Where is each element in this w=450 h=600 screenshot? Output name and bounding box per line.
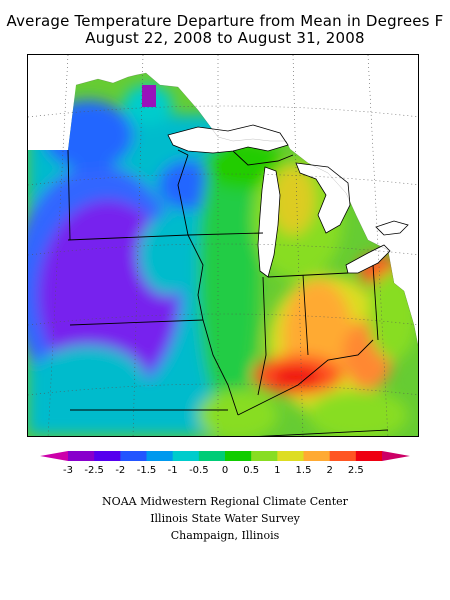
legend-under-arrow: [40, 451, 68, 461]
credit-location: Champaign, Illinois: [170, 529, 280, 542]
data-extent-outline: [75, 72, 418, 347]
map-title: Average Temperature Departure from Mean …: [6, 12, 444, 30]
legend-swatch: [94, 451, 121, 461]
legend-tick-label: 1: [274, 465, 280, 476]
legend-tick-label: -1.5: [137, 465, 157, 476]
legend-swatch: [172, 451, 200, 461]
legend-swatch: [277, 451, 304, 461]
legend-swatch: [146, 451, 174, 461]
legend-tick-label: -2.5: [84, 465, 104, 476]
legend-swatch: [68, 451, 95, 461]
legend-swatch: [225, 451, 252, 461]
legend-tick-label: 0.5: [243, 465, 259, 476]
great-lakes: [167, 124, 409, 278]
legend-swatch: [251, 451, 278, 461]
legend-over-arrow: [382, 451, 410, 461]
temperature-field: [28, 73, 418, 436]
legend-tick-label: -3: [63, 465, 73, 476]
legend-swatch: [198, 451, 226, 461]
map-subtitle-date-range: August 22, 2008 to August 31, 2008: [85, 29, 365, 47]
legend-tick-label: 2: [326, 465, 332, 476]
legend-tick-label: 0: [222, 465, 228, 476]
credit-organization: NOAA Midwestern Regional Climate Center: [102, 495, 348, 508]
legend-swatch: [329, 451, 357, 461]
temperature-departure-map: [27, 54, 419, 437]
state-boundaries: [67, 149, 389, 436]
legend-tick-label: -1: [168, 465, 178, 476]
legend-tick-label: 1.5: [296, 465, 312, 476]
graticule: [28, 55, 418, 436]
legend-swatch: [303, 451, 331, 461]
legend-tick-label: -2: [115, 465, 125, 476]
legend-swatch: [120, 451, 147, 461]
legend-tick-label: -0.5: [189, 465, 209, 476]
legend-tick-label: 2.5: [348, 465, 364, 476]
color-legend: -3 -2.5 -2 -1.5 -1 -0.5 0 0.5 1 1.5 2 2.5: [40, 451, 410, 476]
legend-swatch: [355, 451, 383, 461]
credit-survey: Illinois State Water Survey: [150, 512, 300, 525]
